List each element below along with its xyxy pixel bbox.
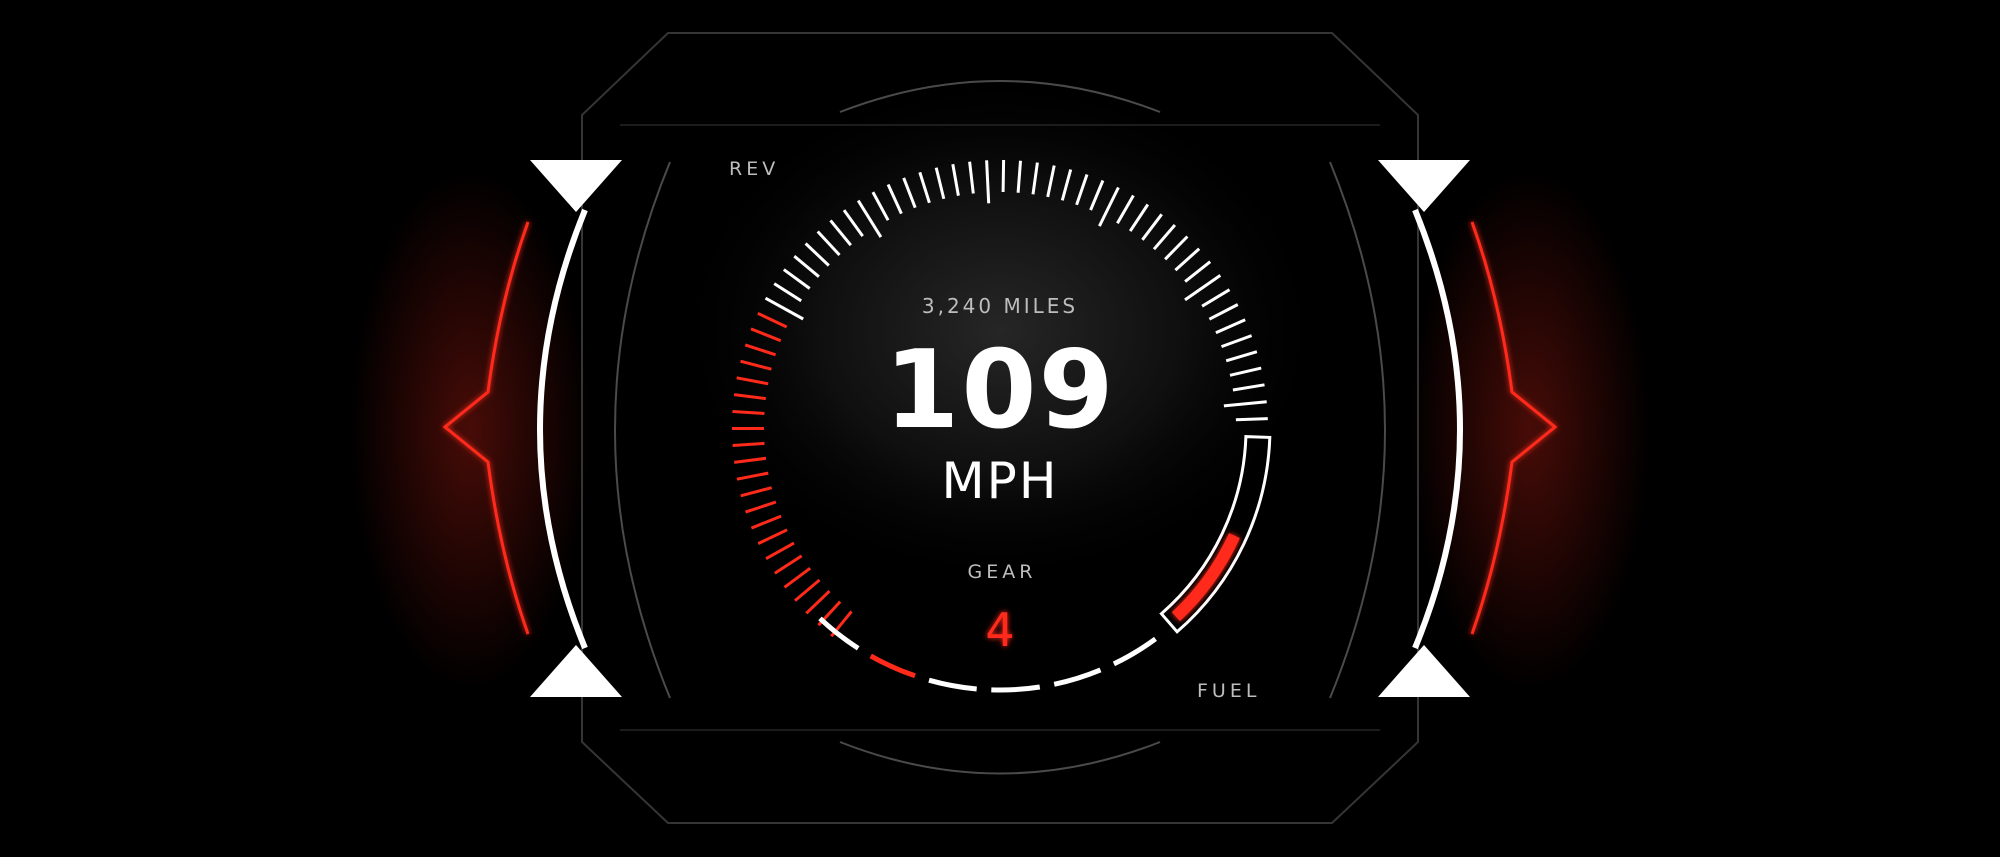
- speed-tick-red: [734, 456, 767, 464]
- speed-tick: [829, 219, 852, 247]
- speed-tick: [773, 282, 803, 303]
- speed-tick-red: [740, 486, 773, 498]
- left-red-glow: [350, 170, 590, 690]
- speed-tick: [1031, 162, 1039, 195]
- speed-tick: [1046, 165, 1056, 198]
- outer-frame: [581, 32, 1419, 824]
- fuel-gauge-fill: [1171, 533, 1240, 622]
- right-red-bracket: [1470, 221, 1558, 635]
- speed-tick: [1089, 179, 1105, 211]
- speed-tick-red: [750, 514, 782, 530]
- speed-tick-red: [732, 441, 765, 447]
- speed-tick-red: [736, 471, 769, 481]
- left-top-wedge: [530, 160, 622, 212]
- speed-tick: [985, 160, 991, 204]
- speed-tick-red: [765, 541, 795, 561]
- speed-tick-red: [750, 327, 782, 343]
- left-red-bracket: [442, 221, 530, 635]
- speed-tick: [1075, 174, 1089, 206]
- speed-tick-red: [736, 376, 769, 386]
- speed-tick: [1201, 288, 1231, 308]
- fuel-gauge-track: [1159, 435, 1272, 634]
- speed-unit: MPH: [942, 452, 1059, 510]
- speed-tick: [918, 171, 931, 204]
- speed-tick: [1098, 186, 1120, 227]
- speed-tick: [1128, 203, 1150, 232]
- speed-tick-red: [783, 566, 812, 589]
- speed-readout: 109: [884, 328, 1115, 453]
- rev-segment: [928, 677, 977, 692]
- speed-tick: [1235, 417, 1268, 422]
- speed-tick: [1001, 159, 1006, 193]
- speedometer-ticks: [732, 159, 1268, 638]
- speed-tick: [968, 161, 975, 194]
- speed-tick: [934, 167, 946, 200]
- rev-segment-red: [869, 653, 916, 679]
- speed-tick: [804, 242, 830, 267]
- speed-tick: [1141, 213, 1163, 241]
- speed-tick: [1116, 194, 1135, 225]
- speed-tick-red: [744, 343, 777, 357]
- rev-segment: [818, 616, 860, 651]
- speed-tick-red: [805, 590, 831, 615]
- speed-tick-red: [732, 410, 765, 415]
- right-bracket-arc: [1412, 208, 1463, 650]
- speed-tick: [902, 177, 917, 209]
- bottom-inner-arc: [839, 741, 1161, 775]
- speed-tick: [1164, 235, 1189, 261]
- speed-tick: [793, 255, 820, 278]
- speed-tick: [1229, 366, 1262, 377]
- top-inner-arc: [839, 80, 1161, 113]
- rev-segment: [1112, 636, 1157, 667]
- right-inner-arc: [1329, 161, 1386, 699]
- speed-tick: [1016, 160, 1022, 193]
- speed-tick: [951, 163, 960, 196]
- left-bracket-arc: [537, 208, 588, 650]
- speed-tick-red: [740, 359, 772, 371]
- odometer-readout: 3,240 MILES: [922, 294, 1078, 318]
- center-glow: [670, 70, 1330, 590]
- rev-segment: [1053, 667, 1102, 687]
- speed-tick: [1152, 224, 1177, 251]
- right-red-glow: [1410, 170, 1650, 690]
- speed-tick-red: [757, 311, 788, 329]
- speed-tick-red: [773, 554, 803, 575]
- left-inner-arc: [614, 161, 671, 699]
- left-bottom-wedge: [530, 645, 622, 697]
- speed-tick: [1184, 274, 1222, 302]
- speed-tick: [1174, 247, 1201, 272]
- gear-value: 4: [985, 603, 1014, 657]
- speed-tick: [816, 230, 841, 257]
- speed-tick: [1225, 350, 1258, 363]
- speed-tick: [1220, 334, 1253, 349]
- speed-tick-red: [794, 578, 821, 602]
- fuel-label: FUEL: [1197, 680, 1260, 702]
- speed-tick: [1215, 318, 1246, 335]
- speed-tick: [1060, 169, 1073, 201]
- right-top-wedge: [1378, 160, 1470, 212]
- speed-tick: [886, 183, 903, 215]
- speed-tick-red: [733, 393, 766, 401]
- speed-tick: [764, 296, 804, 321]
- speed-tick-red: [745, 500, 777, 514]
- speed-tick: [1223, 400, 1267, 408]
- gear-label: GEAR: [968, 561, 1037, 583]
- speed-tick: [782, 268, 811, 290]
- rev-segments: [818, 616, 1157, 693]
- speed-tick: [1208, 303, 1239, 321]
- speed-tick: [1184, 260, 1212, 283]
- speed-tick: [856, 199, 883, 238]
- fuel-gauge: [1159, 435, 1272, 634]
- speed-tick: [871, 191, 890, 221]
- rev-segment: [991, 684, 1041, 693]
- speed-tick: [842, 209, 864, 237]
- speed-tick-red: [757, 528, 788, 545]
- rev-label: REV: [729, 158, 779, 180]
- right-bottom-wedge: [1378, 645, 1470, 697]
- speed-tick: [1232, 383, 1265, 392]
